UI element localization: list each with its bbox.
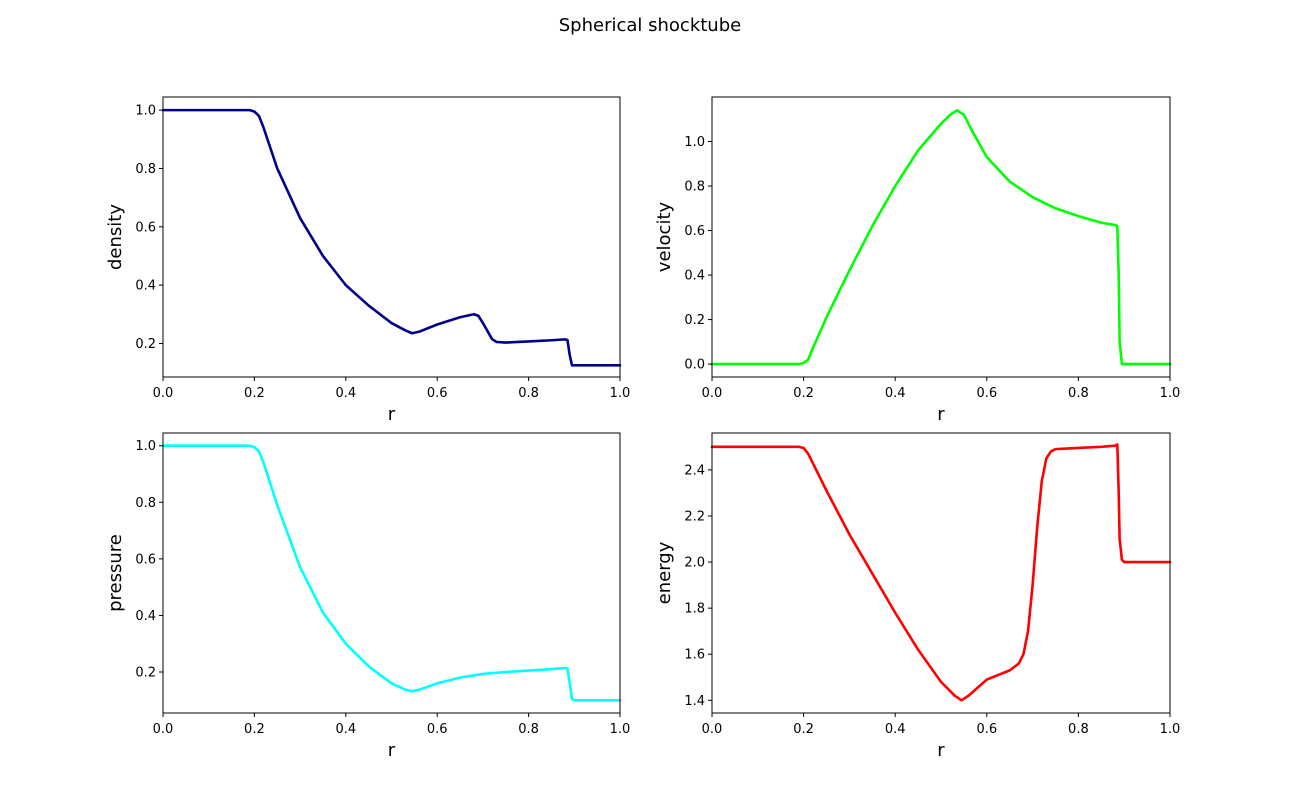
density-y-tick-label: 0.4 [135,279,156,294]
density-plot-area [163,97,620,377]
figure-title: Spherical shocktube [559,15,741,36]
density-y-axis-label: density [105,204,126,270]
velocity-y-tick-label: 0.0 [684,358,705,373]
pressure-axes-frame [162,432,621,714]
pressure-y-tick-label: 1.0 [135,439,156,454]
pressure-y-axis-label: pressure [105,534,126,612]
pressure-y-tick-label: 0.6 [135,552,156,567]
velocity-y-tick-label: 0.6 [684,224,705,239]
energy-axes-frame [711,432,1171,714]
velocity-x-tick-label: 0.4 [885,386,906,401]
energy-y-tick-label: 1.6 [684,648,705,663]
density-x-tick-label: 0.4 [335,386,356,401]
pressure-y-tick-label: 0.2 [135,665,156,680]
density-x-tick-label: 0.2 [244,386,265,401]
energy-plot-area [712,433,1170,713]
pressure-x-tick-label: 0.6 [427,722,448,737]
velocity-y-tick-label: 0.2 [684,313,705,328]
density-axes-frame [162,96,621,378]
density-x-tick-label: 0.8 [518,386,539,401]
pressure-x-tick-label: 0.2 [244,722,265,737]
pressure-y-tick-label: 0.8 [135,496,156,511]
density-x-tick-label: 0.6 [427,386,448,401]
energy-y-tick-label: 2.2 [684,509,705,524]
velocity-series-line [710,109,1172,366]
velocity-y-tick-label: 0.4 [684,269,705,284]
pressure-x-tick-label: 1.0 [610,722,631,737]
density-y-tick-label: 0.6 [135,220,156,235]
pressure-x-tick-label: 0.0 [153,722,174,737]
density-series-line [161,108,622,367]
velocity-y-tick-label: 1.0 [684,135,705,150]
energy-x-tick-label: 0.8 [1068,722,1089,737]
pressure-series-line [161,444,622,702]
velocity-x-tick-label: 0.2 [793,386,814,401]
energy-x-tick-label: 0.4 [885,722,906,737]
velocity-x-tick-label: 0.6 [976,386,997,401]
density-panel: 0.0 0.2 0.4 0.6 0.8 1.0 0.2 0.4 0.6 0.8 1.0 r densit… [105,96,631,425]
velocity-y-tick-label: 0.8 [684,180,705,195]
density-x-tick-label: 1.0 [610,386,631,401]
velocity-x-axis-label: r [937,404,945,425]
pressure-x-tick-label: 0.8 [518,722,539,737]
velocity-axes-frame [711,96,1171,378]
pressure-plot-area [163,433,620,713]
energy-y-tick-label: 1.4 [684,694,705,709]
pressure-y-tick-label: 0.4 [135,609,156,624]
energy-y-tick-label: 2.0 [684,556,705,571]
velocity-y-axis-label: velocity [654,201,675,272]
velocity-panel: 0.0 0.2 0.4 0.6 0.8 1.0 0.0 0.2 0.4 0.6 0.8 1.0 r vel… [654,96,1181,425]
energy-x-tick-label: 0.6 [976,722,997,737]
density-y-tick-label: 0.8 [135,162,156,177]
energy-y-tick-label: 2.4 [684,463,705,478]
energy-x-tick-label: 0.2 [793,722,814,737]
velocity-x-tick-label: 1.0 [1160,386,1181,401]
energy-y-tick-label: 1.8 [684,602,705,617]
velocity-x-tick-label: 0.8 [1068,386,1089,401]
density-y-tick-label: 1.0 [135,104,156,119]
pressure-x-axis-label: r [388,740,396,761]
energy-panel: 0.0 0.2 0.4 0.6 0.8 1.0 1.4 1.6 1.8 2.0 2.2 2.4 r ene… [654,432,1181,761]
velocity-x-tick-label: 0.0 [702,386,723,401]
pressure-panel: 0.0 0.2 0.4 0.6 0.8 1.0 0.2 0.4 0.6 0.8 1.0 r pressu… [105,432,631,761]
energy-x-tick-label: 0.0 [702,722,723,737]
energy-series-line [710,443,1172,702]
energy-x-tick-label: 1.0 [1160,722,1181,737]
density-x-tick-label: 0.0 [153,386,174,401]
density-x-axis-label: r [388,404,396,425]
pressure-x-tick-label: 0.4 [335,722,356,737]
energy-y-axis-label: energy [654,541,675,604]
velocity-plot-area [712,97,1170,377]
density-y-tick-label: 0.2 [135,337,156,352]
energy-x-axis-label: r [937,740,945,761]
